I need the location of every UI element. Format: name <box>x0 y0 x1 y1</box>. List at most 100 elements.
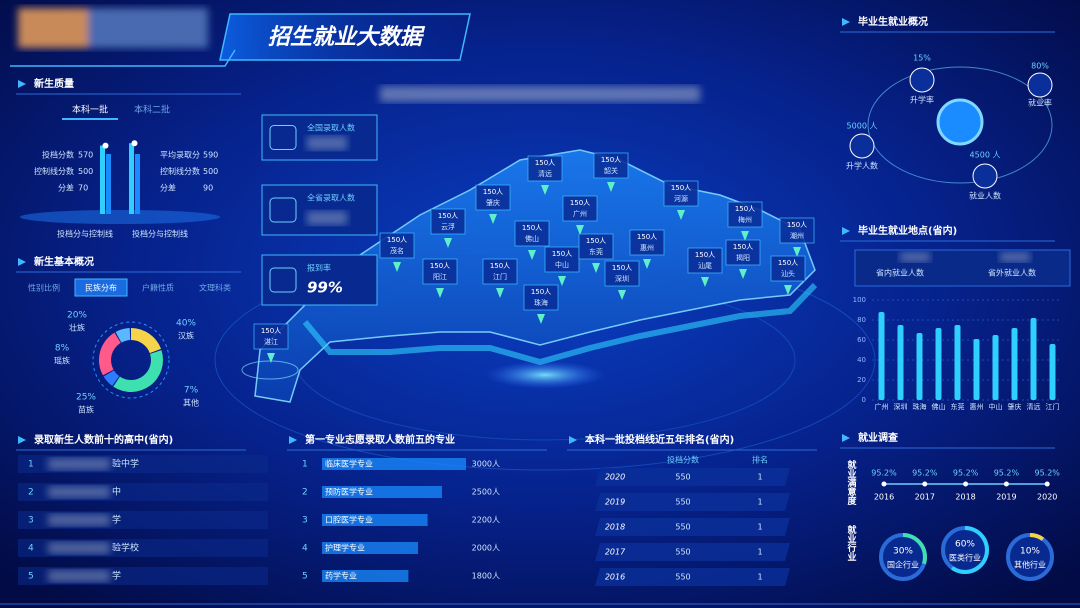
major-bar <box>322 458 466 470</box>
item-icon <box>909 67 935 93</box>
blurred-name <box>48 458 110 470</box>
kpi-icon <box>269 267 297 293</box>
label: 150人 <box>695 251 715 259</box>
label: 550 <box>675 523 690 532</box>
label: 150人 <box>787 221 807 229</box>
label: 其他 <box>183 398 199 408</box>
city-pin <box>558 276 566 286</box>
label: 150人 <box>733 243 753 251</box>
label: 150人 <box>483 188 503 196</box>
x-tick-label: 惠州 <box>970 402 984 411</box>
bar <box>1030 318 1037 400</box>
label: 1 <box>757 473 762 482</box>
tab: 民族分布 <box>85 283 117 293</box>
major-bar <box>322 514 428 526</box>
bar <box>973 339 980 400</box>
x-tick-label: 东莞 <box>951 402 965 411</box>
label: 150人 <box>637 233 657 241</box>
logo-blurred <box>18 8 208 48</box>
label: 梅州 <box>738 215 752 224</box>
x-tick-label: 广州 <box>875 402 889 411</box>
label: 150人 <box>535 159 555 167</box>
section-icon <box>842 434 850 442</box>
industry-arc <box>950 526 990 575</box>
bar <box>878 312 885 400</box>
label: 验中学 <box>112 458 139 470</box>
label: 药学专业 <box>325 571 357 581</box>
label: 验学校 <box>112 542 139 554</box>
label: 2020 <box>1037 493 1057 502</box>
label: 3000人 <box>472 460 500 469</box>
label: 99% <box>307 279 343 297</box>
major-bar <box>322 542 418 554</box>
city-tag <box>593 152 629 179</box>
label: 1 <box>757 573 762 582</box>
y-tick-label: 80 <box>857 316 866 324</box>
label: 95.2% <box>994 469 1020 478</box>
label: 河源 <box>674 194 688 203</box>
label: 茂名 <box>390 246 404 255</box>
label: 东莞 <box>589 247 603 256</box>
label: 2 <box>302 488 308 498</box>
label: 3 <box>302 516 308 526</box>
city-tag <box>544 246 580 273</box>
tab-active <box>74 278 128 297</box>
donut-segment <box>113 350 163 392</box>
label: 8% <box>55 344 70 354</box>
label: 550 <box>675 498 690 507</box>
city-tag <box>604 260 640 287</box>
label: 550 <box>675 548 690 557</box>
section-icon <box>18 436 26 444</box>
label: 韶关 <box>604 166 618 175</box>
label: 150人 <box>430 262 450 270</box>
label: 口腔医学专业 <box>325 515 373 525</box>
pin-ring <box>241 360 299 380</box>
label: 揭阳 <box>736 253 750 262</box>
industry-arc <box>1030 533 1045 541</box>
donut-segment <box>103 370 120 386</box>
city-pin <box>537 314 545 324</box>
label: 150人 <box>570 199 590 207</box>
y-tick-label: 100 <box>853 296 866 304</box>
section-title: 第一专业志愿录取人数前五的专业 <box>305 433 455 446</box>
score-bar <box>129 143 134 214</box>
label: 570 <box>78 151 93 160</box>
label: 其他行业 <box>1014 560 1046 570</box>
label: 惠州 <box>640 243 654 252</box>
label: 学 <box>112 514 121 526</box>
label: 云浮 <box>441 222 455 231</box>
label: 150人 <box>612 264 632 272</box>
label: 汉族 <box>178 331 194 341</box>
x-tick-label: 珠海 <box>913 402 927 411</box>
label: 90 <box>203 184 213 193</box>
satisfaction-point <box>1044 481 1050 487</box>
label: 590 <box>203 151 218 160</box>
label: 医类行业 <box>949 553 981 563</box>
label: 学 <box>112 570 121 582</box>
label: 投档分数 <box>667 455 699 465</box>
label: 平均录取分 <box>160 150 200 160</box>
label: 7% <box>184 386 199 396</box>
label: 2 <box>28 488 34 498</box>
bar-cap <box>131 140 138 147</box>
city-pin <box>592 263 600 273</box>
label: 国企行业 <box>887 560 919 570</box>
label: 15% <box>913 54 931 63</box>
major-bar <box>322 570 409 582</box>
city-pin <box>541 185 549 195</box>
label: 150人 <box>261 327 281 335</box>
donut-segment <box>115 328 131 343</box>
section-icon <box>842 18 850 26</box>
blurred-value <box>900 252 930 262</box>
city-pin <box>701 277 709 287</box>
label: 汕头 <box>781 269 795 278</box>
section-title: 本科一批投档线近五年排名(省内) <box>585 433 734 446</box>
label: 清远 <box>538 169 552 178</box>
item-icon <box>972 163 998 189</box>
label: 就业满意度 <box>846 459 857 506</box>
bar <box>1011 328 1018 400</box>
blurred-value <box>307 136 347 150</box>
city-tag <box>475 184 511 211</box>
label: 4500 人 <box>970 151 1001 160</box>
